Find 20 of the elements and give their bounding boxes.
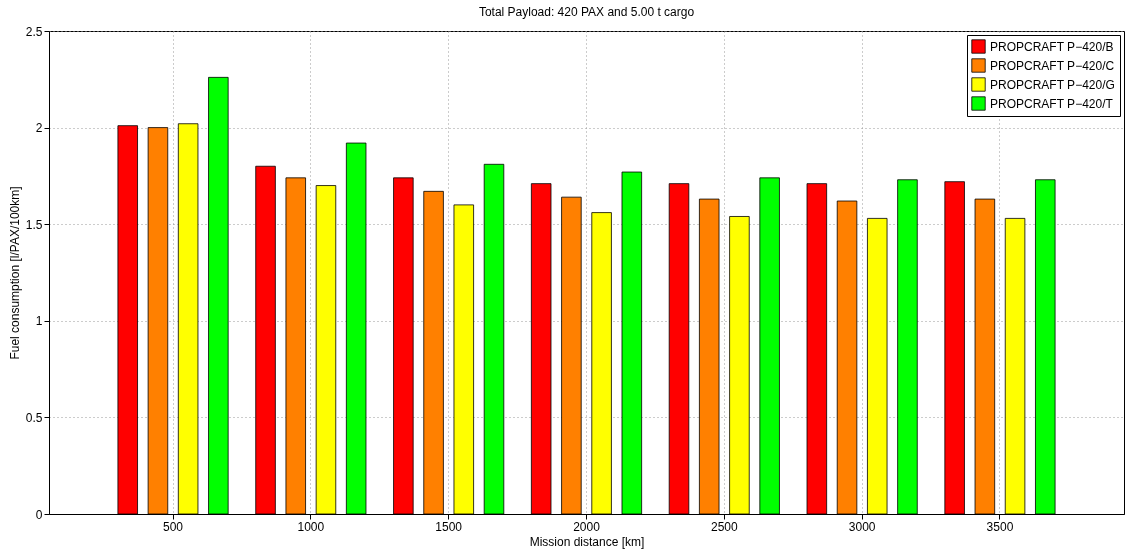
x-axis-title: Mission distance [km] (529, 534, 645, 549)
y-tick-label: 1 (35, 314, 43, 329)
x-tick-label: 2500 (710, 519, 738, 534)
y-tick-label: 1.5 (25, 217, 43, 232)
x-tick-label: 3000 (848, 519, 876, 534)
y-tick-label: 0.5 (25, 410, 43, 425)
legend-label: PROPCRAFT P−420/B (990, 39, 1114, 54)
x-tick-label: 500 (163, 519, 184, 534)
legend-label: PROPCRAFT P−420/C (990, 58, 1115, 73)
x-tick-label: 1000 (297, 519, 325, 534)
x-tick-label: 3500 (986, 519, 1014, 534)
legend-label: PROPCRAFT P−420/T (990, 96, 1114, 111)
x-tick-label: 2000 (573, 519, 601, 534)
y-tick-label: 2.5 (25, 24, 43, 39)
y-tick-label: 0 (35, 507, 43, 522)
legend-label: PROPCRAFT P−420/G (990, 77, 1115, 92)
y-tick-label: 2 (35, 121, 43, 136)
chart-title: Total Payload: 420 PAX and 5.00 t cargo (478, 5, 695, 19)
y-axis-title: Fuel consumption [l/PAX/100km] (7, 186, 22, 360)
x-tick-label: 1500 (435, 519, 463, 534)
